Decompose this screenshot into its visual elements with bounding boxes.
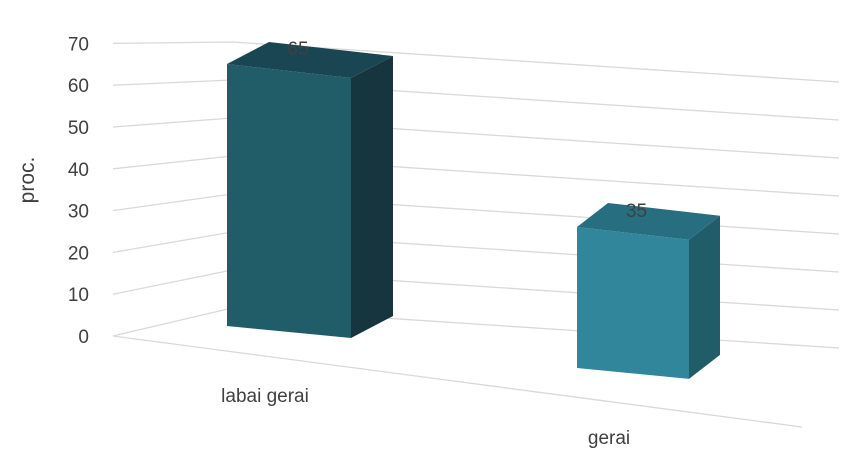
- gridlines: [112, 41, 840, 428]
- gridline: [112, 155, 840, 197]
- y-tick-label: 60: [68, 76, 89, 97]
- gridline: [112, 193, 840, 235]
- y-tick-label: 40: [68, 160, 89, 181]
- y-tick-label: 70: [68, 34, 89, 55]
- bar: [577, 202, 720, 379]
- floor-front-edge: [112, 335, 803, 428]
- data-label: 35: [626, 201, 647, 222]
- bar-side: [351, 56, 393, 339]
- category-labels: labai gerai gerai: [221, 386, 630, 449]
- y-tick-label: 30: [68, 202, 89, 223]
- bar-top: [227, 42, 393, 79]
- gridline: [112, 117, 840, 159]
- y-tick-label: 10: [68, 285, 89, 306]
- data-labels: 65 35: [287, 39, 647, 222]
- gridline: [112, 231, 840, 273]
- y-axis-title: proc.: [16, 157, 39, 204]
- gridline: [112, 41, 840, 83]
- y-axis-ticks: 0 10 20 30 40 50 60 70: [68, 34, 89, 348]
- bars: [227, 42, 720, 379]
- x-tick-label: labai gerai: [221, 386, 309, 407]
- bar-front: [577, 226, 689, 379]
- y-tick-label: 0: [78, 327, 89, 348]
- data-label: 65: [287, 39, 308, 60]
- y-tick-label: 20: [68, 243, 89, 264]
- x-tick-label: gerai: [588, 428, 630, 449]
- bar: [227, 42, 393, 339]
- bar-side: [689, 215, 720, 379]
- gridline: [112, 269, 840, 311]
- bar-top: [577, 202, 720, 240]
- gridline: [112, 79, 840, 121]
- y-tick-label: 50: [68, 118, 89, 139]
- gridline: [112, 307, 840, 349]
- bar-front: [227, 64, 351, 339]
